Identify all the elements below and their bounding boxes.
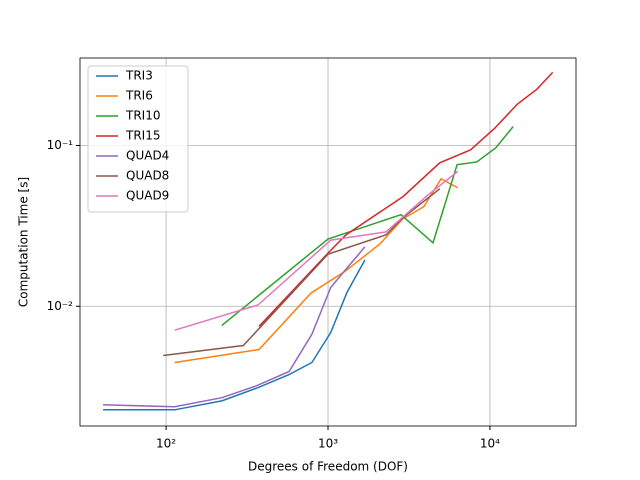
x-tick-label: 10² — [156, 437, 176, 451]
legend-label: QUAD9 — [126, 189, 169, 203]
x-tick-label: 10³ — [318, 437, 338, 451]
legend-label: TRI3 — [125, 69, 153, 83]
x-tick-label: 10⁴ — [480, 437, 500, 451]
data-line — [103, 246, 366, 408]
legend-label: QUAD8 — [126, 169, 169, 183]
legend: TRI3 TRI6 TRI10 TRI15 QUAD4 QUAD8 QUAD9 — [87, 65, 189, 213]
y-tick-label: 10⁻¹ — [47, 138, 74, 152]
plot-frame — [79, 57, 577, 427]
y-tick-label: 10⁻² — [47, 299, 74, 313]
data-line — [174, 177, 459, 364]
legend-label: TRI6 — [125, 89, 153, 103]
data-line — [163, 188, 441, 357]
data-line — [174, 170, 459, 331]
legend-label: TRI10 — [125, 109, 160, 123]
x-axis-label: Degrees of Freedom (DOF) — [248, 460, 408, 474]
data-line — [103, 259, 366, 411]
y-axis-label: Computation Time [s] — [17, 177, 31, 307]
data-line — [258, 71, 554, 327]
legend-label: TRI15 — [125, 129, 160, 143]
legend-label: QUAD4 — [126, 149, 169, 163]
data-line — [221, 126, 514, 327]
